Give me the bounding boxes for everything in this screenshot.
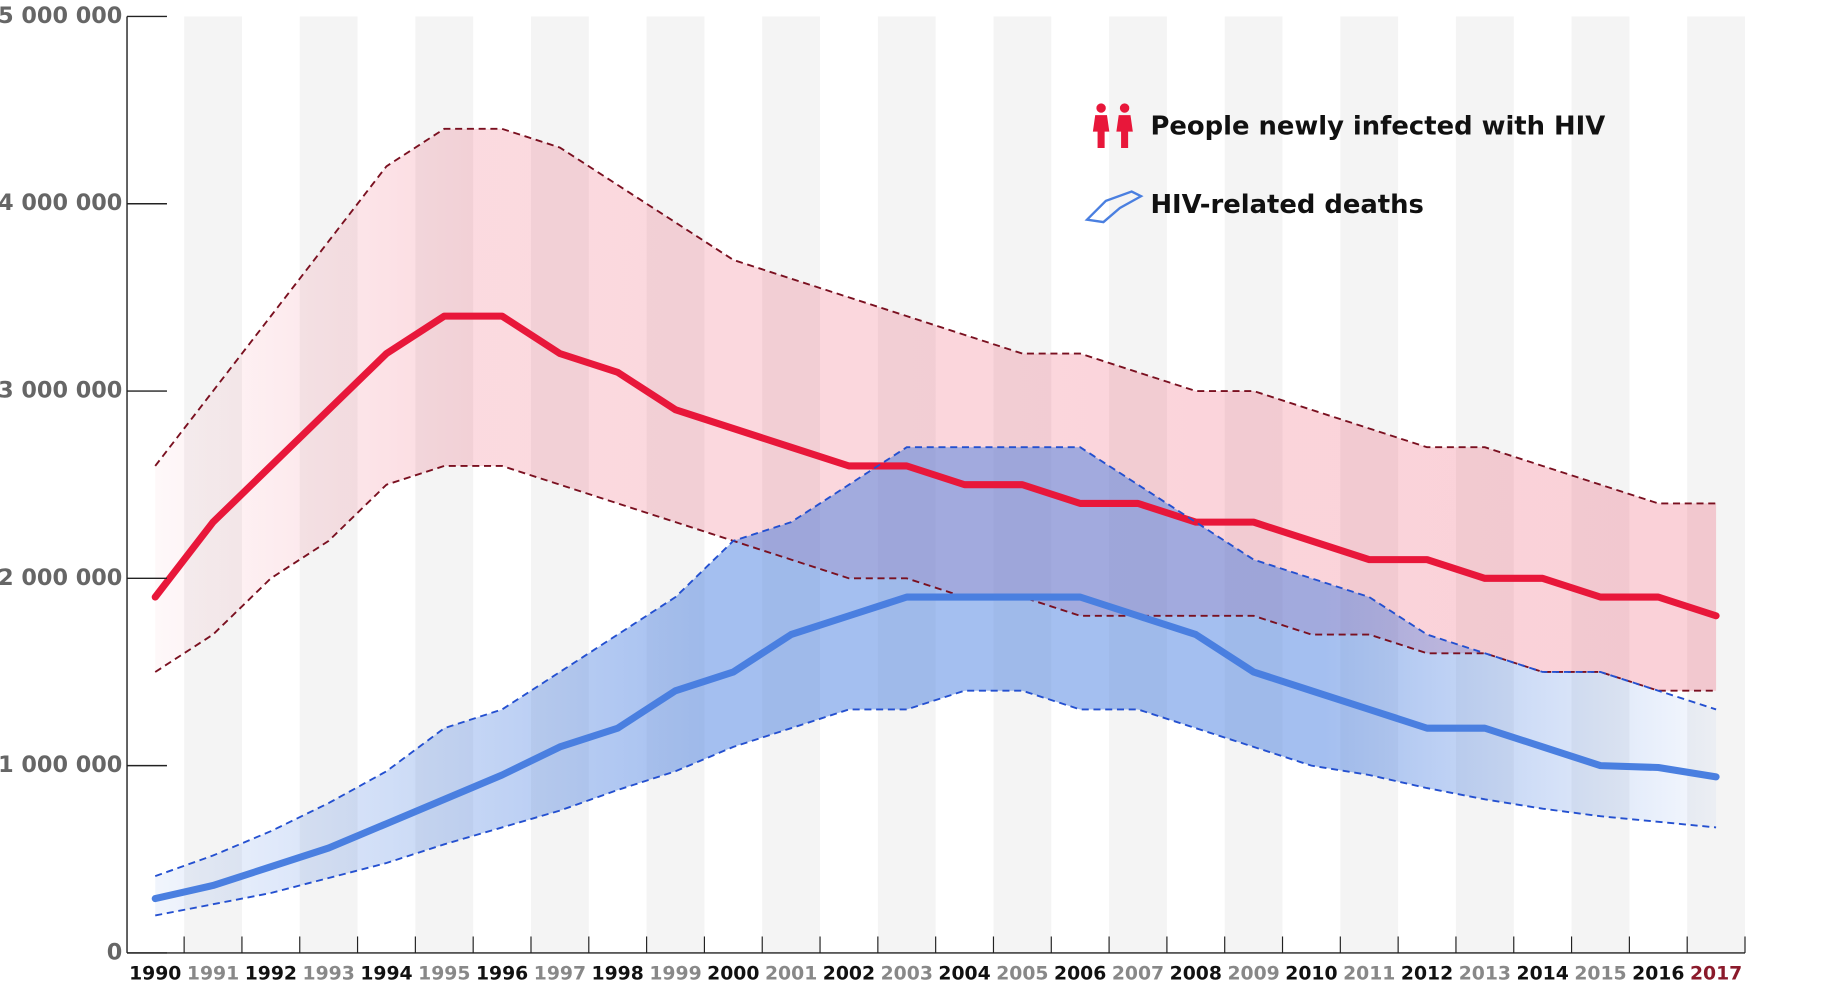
legend-icon [1116, 115, 1133, 149]
x-tick-label: 1998 [592, 964, 644, 985]
x-tick-label: 1992 [245, 964, 297, 985]
x-tick-label: 2005 [996, 964, 1048, 985]
y-tick-label: 3 000 000 [0, 378, 122, 404]
x-tick-label: 1993 [303, 964, 355, 985]
x-tick-label: 1991 [187, 964, 239, 985]
bound-line [154, 465, 1717, 692]
bound-line [155, 689, 1717, 917]
x-tick-label: 2016 [1632, 964, 1684, 985]
legend-label: HIV-related deaths [1150, 190, 1423, 220]
series-line [151, 593, 1720, 903]
x-tick-label: 2009 [1227, 964, 1279, 985]
x-tick-label: 2012 [1401, 964, 1453, 985]
x-tick-label: 1995 [418, 964, 470, 985]
x-tick-label: 2013 [1459, 964, 1511, 985]
x-tick-label: 1990 [129, 964, 181, 985]
x-tick-label: 2006 [1054, 964, 1106, 985]
legend-icon [1092, 115, 1110, 149]
x-tick-label: 2014 [1517, 964, 1569, 985]
x-tick-label: 1999 [649, 964, 701, 985]
x-tick-label: 2000 [707, 964, 759, 985]
x-tick-label: 2002 [823, 964, 875, 985]
y-tick-label: 0 [107, 939, 123, 965]
x-tick-label: 2004 [938, 964, 990, 985]
bound-line [154, 127, 1717, 505]
y-tick-label: 1 000 000 [0, 752, 122, 778]
legend-label: People newly infected with HIV [1150, 111, 1605, 141]
y-tick-label: 4 000 000 [0, 190, 122, 216]
legend-icon [1084, 190, 1144, 224]
uncertainty-band [155, 447, 1717, 916]
x-tick-label: 2015 [1574, 964, 1626, 985]
legend-icon [1096, 103, 1106, 113]
x-tick-label: 2008 [1170, 964, 1222, 985]
x-tick-label: 2010 [1285, 964, 1337, 985]
bound-line [154, 446, 1717, 878]
series-line [151, 312, 1720, 620]
uncertainty-band [155, 128, 1717, 691]
x-tick-label: 2011 [1343, 964, 1395, 985]
x-tick-label: 2017 [1690, 964, 1742, 985]
x-tick-label: 2001 [765, 964, 817, 985]
x-tick-label: 1996 [476, 964, 528, 985]
x-tick-label: 1994 [360, 964, 412, 985]
x-tick-label: 1997 [534, 964, 586, 985]
y-tick-label: 5 000 000 [0, 3, 122, 29]
legend-icon [1119, 103, 1130, 113]
x-tick-label: 2007 [1112, 964, 1164, 985]
x-tick-label: 2003 [881, 964, 933, 985]
y-tick-label: 2 000 000 [0, 565, 122, 591]
